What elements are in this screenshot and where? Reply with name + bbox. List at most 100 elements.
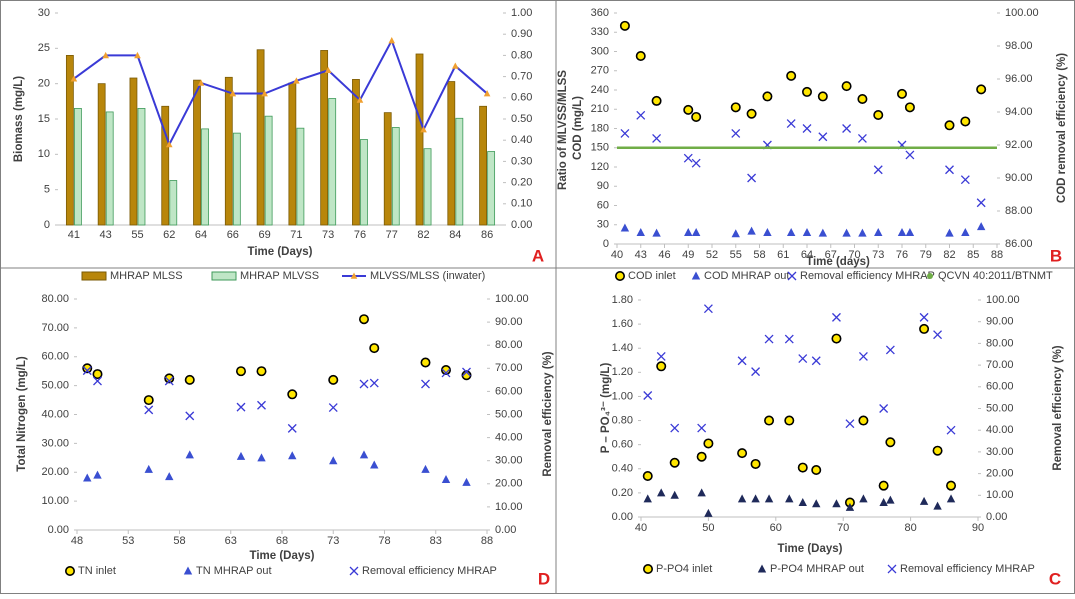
y2-axis-title: COD removal efficiency (%)	[1056, 53, 1068, 203]
x-tick-label: 67	[825, 249, 837, 261]
y2-tick-label: 40.00	[986, 424, 1014, 436]
x-tick-label: 46	[658, 249, 670, 261]
data-point	[801, 86, 812, 97]
data-point	[737, 494, 747, 503]
y2-tick-label: 10.00	[986, 489, 1014, 501]
data-point	[858, 351, 868, 361]
data-point	[358, 314, 369, 325]
y2-tick-label: 0.40	[511, 134, 532, 146]
data-point	[93, 470, 102, 479]
data-point	[885, 437, 896, 448]
y2-axis-title: Removal efficiency (%)	[542, 351, 554, 476]
y-tick-label: 70.00	[41, 322, 69, 334]
y2-tick-label: 50.00	[495, 408, 523, 420]
data-point	[483, 90, 491, 97]
y2-tick-label: 0.80	[511, 49, 532, 61]
y-tick-label: 0	[44, 219, 50, 231]
data-point	[420, 357, 431, 368]
data-point	[642, 471, 653, 482]
y2-tick-label: 20.00	[986, 468, 1014, 480]
data-point	[236, 366, 247, 377]
y2-tick-label: 80.00	[495, 339, 523, 351]
x-tick-label: 90	[972, 522, 984, 534]
x-tick-label: 79	[920, 249, 932, 261]
legend-swatch	[81, 271, 107, 281]
y2-tick-label: 0.90	[511, 28, 532, 40]
legend-label: P-PO4 MHRAP out	[770, 563, 864, 575]
y2-tick-label: 1.00	[511, 7, 532, 19]
y-tick-label: 330	[591, 26, 609, 38]
data-point	[786, 227, 796, 236]
data-point	[832, 312, 841, 322]
data-point	[293, 77, 300, 84]
y2-tick-label: 100.00	[986, 294, 1020, 306]
data-point	[696, 451, 707, 462]
data-point	[764, 334, 774, 344]
data-point	[82, 366, 92, 376]
y-tick-label: 30	[38, 7, 50, 19]
y2-tick-label: 0.60	[511, 92, 532, 104]
data-point	[356, 96, 364, 103]
bar	[74, 108, 82, 226]
bar	[264, 115, 273, 226]
x-tick-label: 88	[991, 249, 1003, 261]
y-tick-label: 10.00	[41, 495, 69, 507]
bar	[193, 79, 201, 226]
data-point	[441, 474, 451, 483]
y-axis-title: P – PO₄³⁻ (mg/L)	[600, 363, 612, 454]
bar	[232, 132, 241, 226]
x-tick-label: 60	[770, 522, 782, 534]
bar	[320, 50, 329, 226]
y-tick-label: 270	[591, 65, 609, 77]
x-tick-label: 41	[68, 229, 80, 241]
data-point	[165, 472, 174, 481]
y2-tick-label: 80.00	[986, 337, 1014, 349]
y-tick-label: 25	[38, 42, 50, 54]
y2-tick-label: 0.30	[511, 155, 532, 167]
data-point	[817, 91, 828, 102]
data-point	[328, 374, 339, 385]
panel-label: C	[1049, 569, 1061, 588]
data-point	[904, 102, 915, 113]
x-tick-label: 66	[227, 229, 239, 241]
data-point	[420, 126, 427, 133]
data-point	[657, 488, 666, 497]
bar	[391, 127, 400, 226]
data-point	[798, 354, 808, 364]
bar	[328, 98, 337, 226]
data-point	[764, 494, 774, 503]
data-point	[287, 423, 297, 433]
data-point	[236, 451, 246, 460]
data-point	[737, 356, 747, 366]
y2-tick-label: 60.00	[986, 381, 1014, 393]
data-point	[747, 173, 757, 183]
data-point	[288, 451, 297, 460]
data-point	[134, 51, 141, 59]
data-point	[784, 334, 794, 344]
data-point	[165, 140, 173, 148]
data-point	[818, 132, 828, 142]
data-point	[93, 376, 102, 386]
data-point	[328, 403, 338, 413]
data-point	[369, 378, 379, 388]
y-tick-label: 0.60	[612, 439, 633, 451]
y-tick-label: 0	[603, 238, 609, 250]
data-point	[845, 419, 855, 429]
y-axis-title: COD (mg/L)	[572, 96, 584, 160]
y2-axis-title: Ratio of MLVSS/MLSS	[557, 70, 569, 190]
data-point	[643, 391, 653, 400]
data-point	[976, 222, 986, 231]
x-tick-label: 70	[848, 249, 860, 261]
bar	[360, 139, 368, 226]
data-point	[945, 228, 954, 237]
y2-tick-label: 40.00	[495, 432, 523, 444]
legend-label: COD inlet	[628, 270, 676, 282]
x-tick-label: 48	[71, 535, 83, 547]
x-tick-label: 52	[706, 249, 718, 261]
legend-label: MHRAP MLVSS	[240, 270, 319, 282]
data-point	[704, 508, 713, 517]
y2-tick-label: 70.00	[986, 359, 1014, 371]
data-point	[652, 133, 662, 143]
